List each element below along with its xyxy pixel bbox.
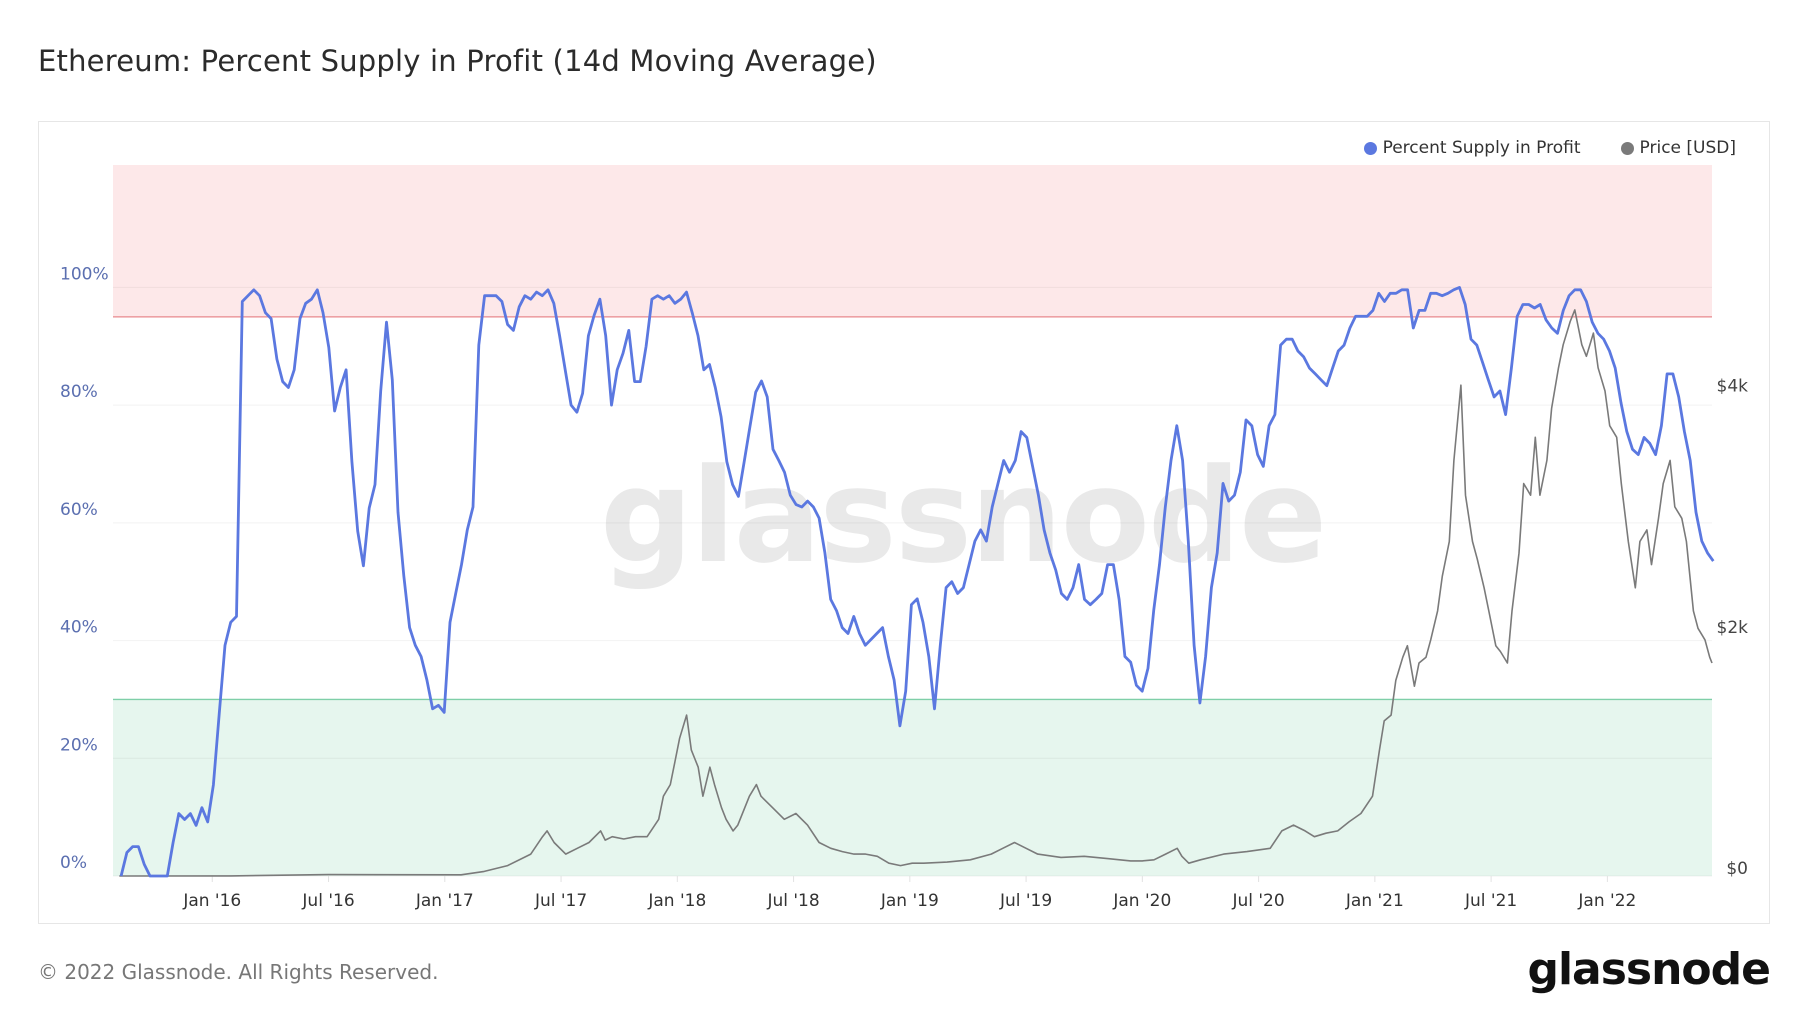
lower-band	[113, 699, 1712, 876]
x-tick-label: Jan '18	[647, 891, 706, 911]
x-tick-label: Jul '17	[534, 891, 587, 911]
price-dot-icon	[1620, 141, 1634, 155]
x-tick-label: Jul '20	[1231, 891, 1284, 911]
copyright: © 2022 Glassnode. All Rights Reserved.	[38, 960, 439, 984]
legend: Percent Supply in Profit Price [USD]	[1363, 138, 1736, 158]
price-line	[119, 309, 1713, 877]
x-tick-label: Jan '16	[182, 891, 241, 911]
x-tick-label: Jan '19	[880, 891, 939, 911]
y-right-tick-label: $4k	[1717, 377, 1749, 397]
chart-frame	[38, 121, 1770, 924]
y-left-tick-label: 80%	[60, 382, 98, 402]
y-right-tick-label: $0	[1726, 859, 1748, 879]
x-tick-label: Jul '21	[1464, 891, 1517, 911]
watermark: glassnode	[600, 440, 1327, 592]
x-tick-label: Jan '22	[1577, 891, 1636, 911]
y-left-tick-label: 40%	[60, 618, 98, 638]
upper-band	[113, 165, 1712, 317]
x-tick-label: Jan '21	[1345, 891, 1404, 911]
legend-label-supply: Percent Supply in Profit	[1382, 138, 1581, 158]
y-right-tick-label: $2k	[1717, 618, 1749, 638]
x-tick-label: Jan '20	[1112, 891, 1171, 911]
legend-label-price: Price [USD]	[1639, 138, 1736, 158]
y-left-tick-label: 60%	[60, 500, 98, 520]
x-tick-label: Jul '16	[301, 891, 354, 911]
glassnode-logo[interactable]: glassnode	[1527, 944, 1771, 995]
x-tick-label: Jul '19	[999, 891, 1052, 911]
y-left-tick-label: 20%	[60, 735, 98, 755]
chart-title: Ethereum: Percent Supply in Profit (14d …	[38, 44, 877, 78]
x-tick-label: Jan '17	[415, 891, 474, 911]
legend-item-price[interactable]: Price [USD]	[1620, 138, 1736, 158]
supply-dot-icon	[1363, 141, 1377, 155]
legend-item-supply[interactable]: Percent Supply in Profit	[1363, 138, 1581, 158]
percent-supply-line	[119, 286, 1715, 878]
y-left-tick-label: 0%	[60, 853, 87, 873]
y-left-tick-label: 100%	[60, 264, 109, 284]
x-tick-label: Jul '18	[766, 891, 819, 911]
